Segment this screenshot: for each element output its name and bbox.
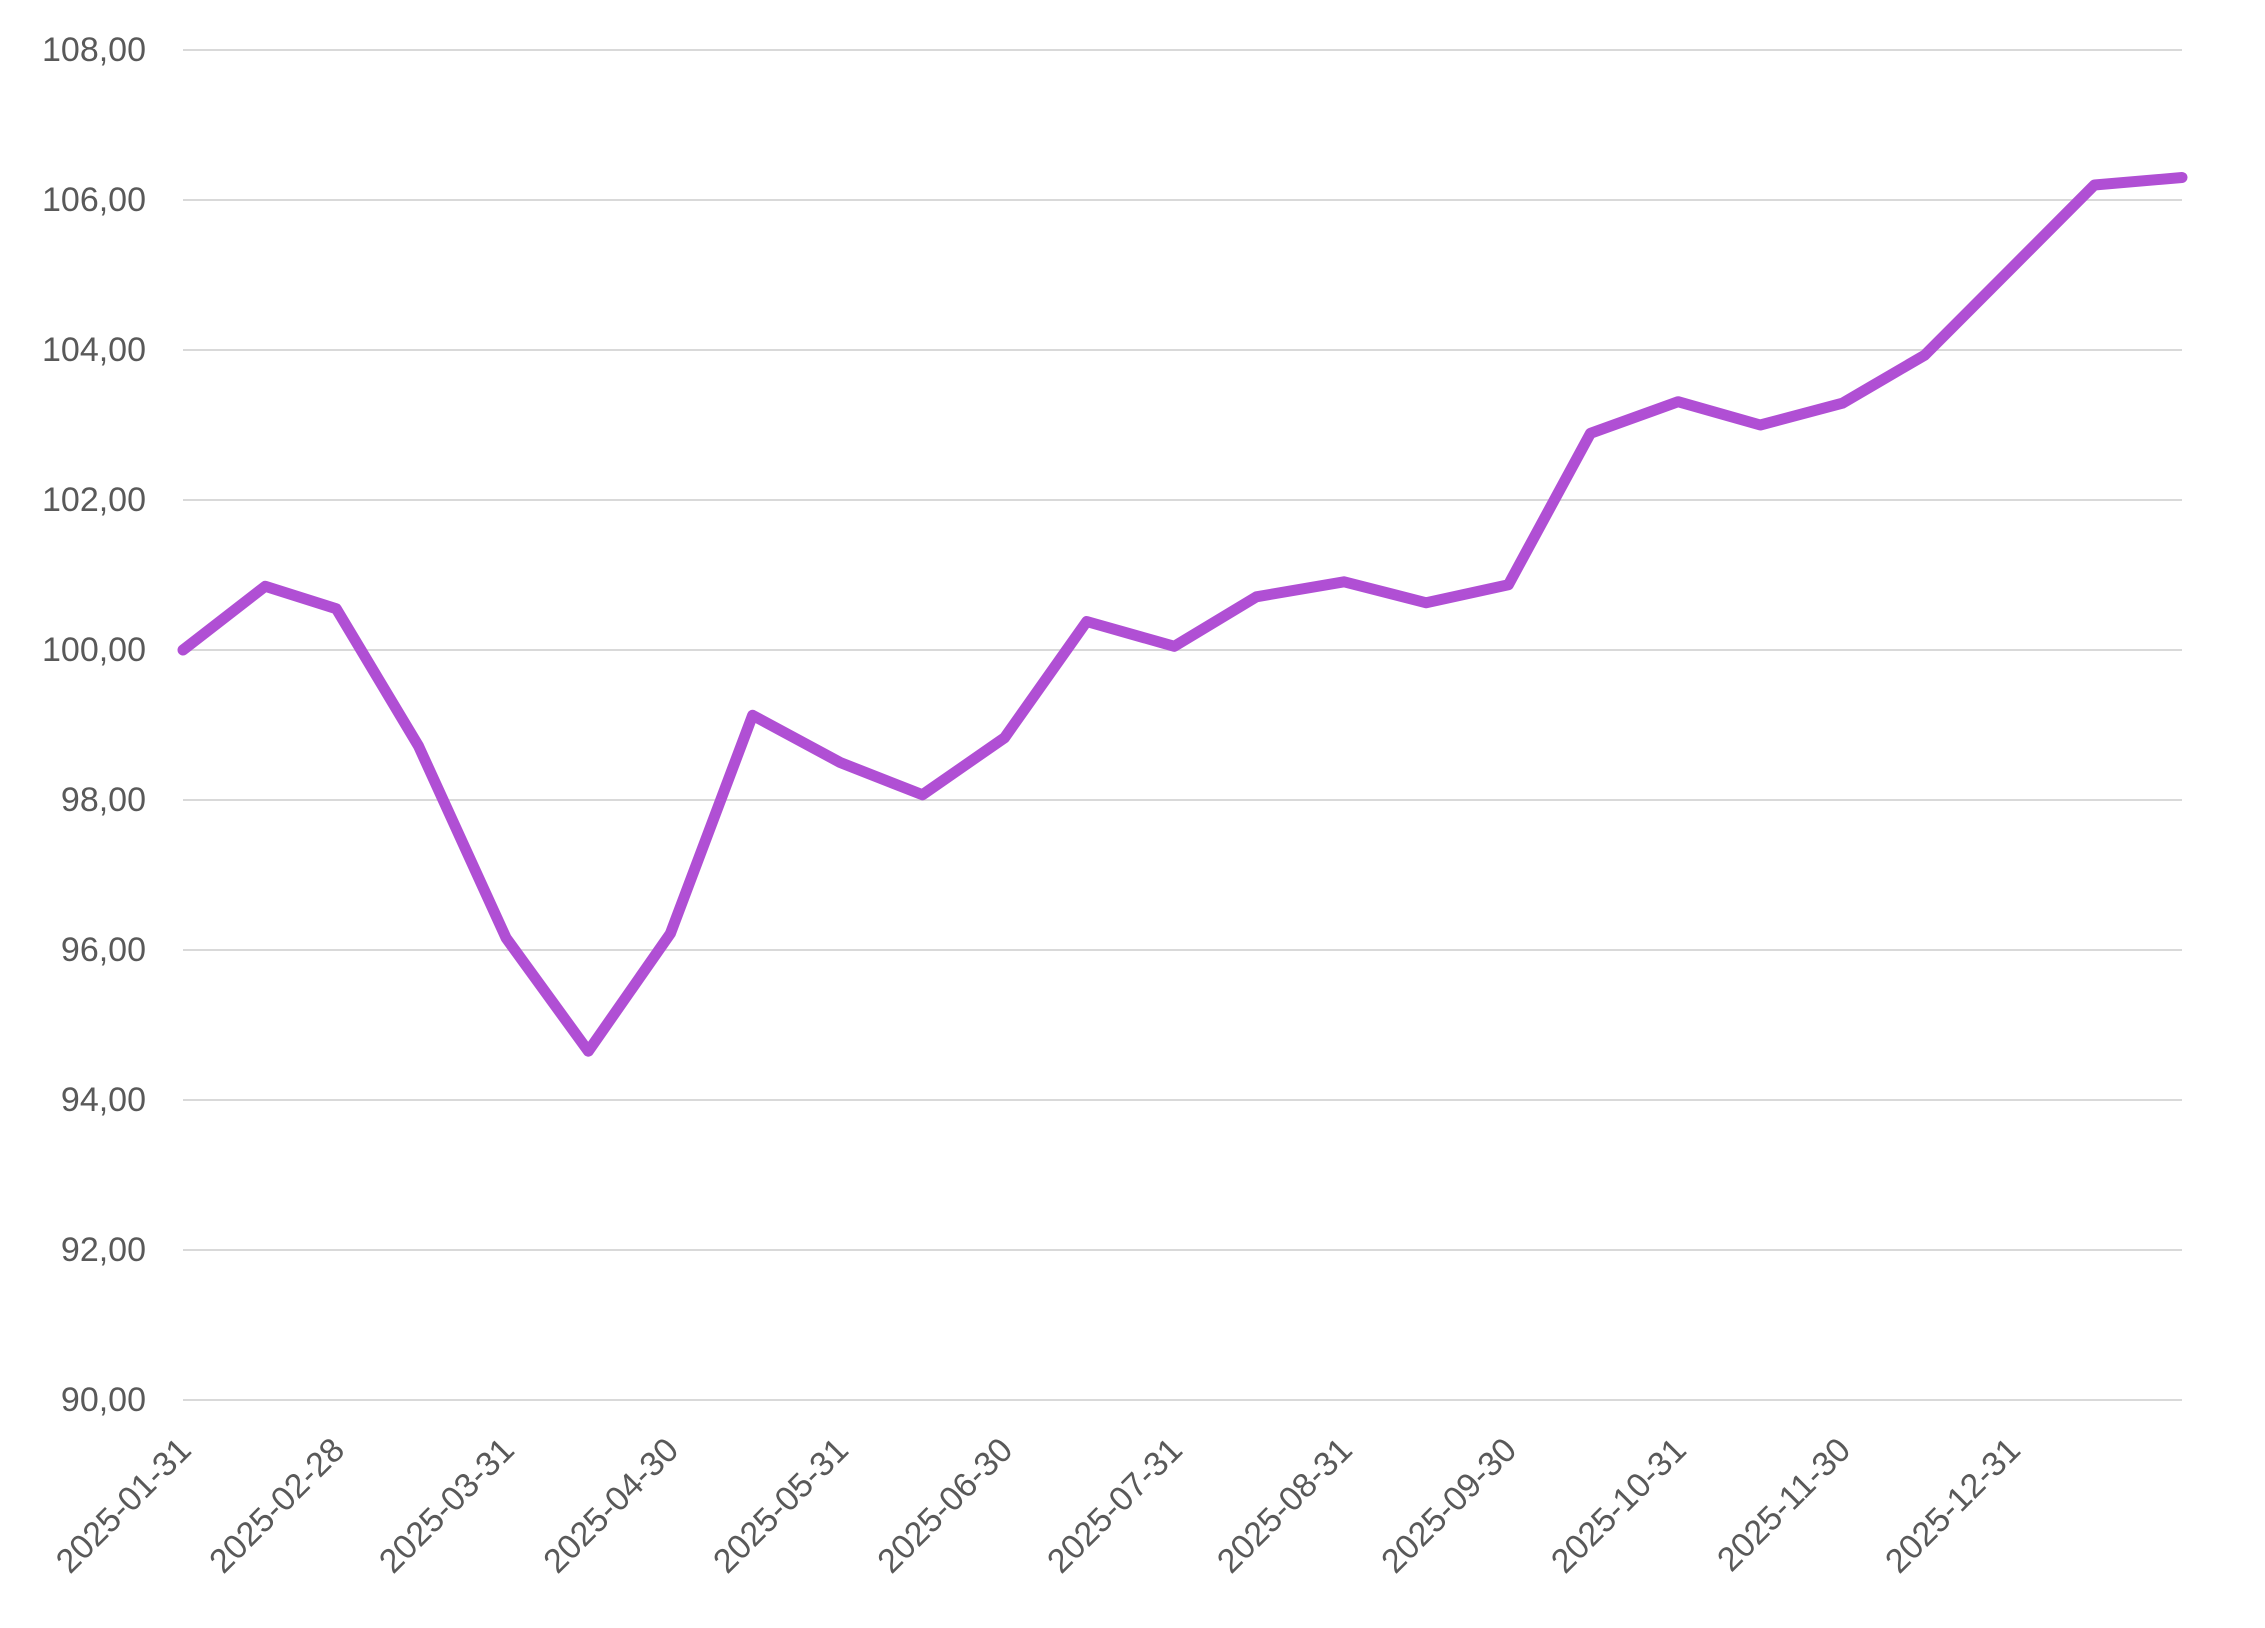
- x-axis-tick-label: 2025-06-30: [870, 1431, 1020, 1581]
- x-axis-tick-label: 2025-11-30: [1710, 1431, 1858, 1579]
- y-axis-tick-label: 90,00: [61, 1381, 146, 1419]
- series-group: [177, 172, 2188, 1057]
- y-axis-tick-label: 102,00: [42, 481, 146, 519]
- y-axis-tick-label: 94,00: [61, 1081, 146, 1119]
- x-axis-tick-label: 2025-09-30: [1374, 1431, 1524, 1581]
- y-axis-labels-group: 108,00 106,00 104,00 102,00 100,00 98,00 96,00…: [42, 31, 146, 1419]
- x-axis-tick-label: 2025-10-31: [1544, 1431, 1694, 1581]
- data-series-line: [177, 172, 2188, 1057]
- x-axis-labels-group: 2025-01-31 2025-02-28 2025-03-31 2025-04-30…: [49, 1431, 2028, 1581]
- y-axis-tick-label: 98,00: [61, 781, 146, 819]
- x-axis-tick-label: 2025-03-31: [372, 1431, 522, 1581]
- x-axis-tick-label: 2025-02-28: [202, 1431, 352, 1581]
- x-axis-tick-label: 2025-01-31: [49, 1431, 199, 1581]
- y-axis-tick-label: 106,00: [42, 181, 146, 219]
- y-axis-tick-label: 92,00: [61, 1231, 146, 1269]
- y-axis-tick-label: 96,00: [61, 931, 146, 969]
- x-axis-tick-label: 2025-12-31: [1878, 1431, 2028, 1581]
- x-axis-tick-label: 2025-08-31: [1210, 1431, 1360, 1581]
- x-axis-tick-label: 2025-04-30: [536, 1431, 686, 1581]
- gridlines-group: [183, 49, 2182, 1401]
- y-axis-tick-label: 104,00: [42, 331, 146, 369]
- y-axis-tick-label: 108,00: [42, 31, 146, 69]
- x-axis-tick-label: 2025-07-31: [1040, 1431, 1190, 1581]
- x-axis-tick-label: 2025-05-31: [706, 1431, 856, 1581]
- y-axis-tick-label: 100,00: [42, 631, 146, 669]
